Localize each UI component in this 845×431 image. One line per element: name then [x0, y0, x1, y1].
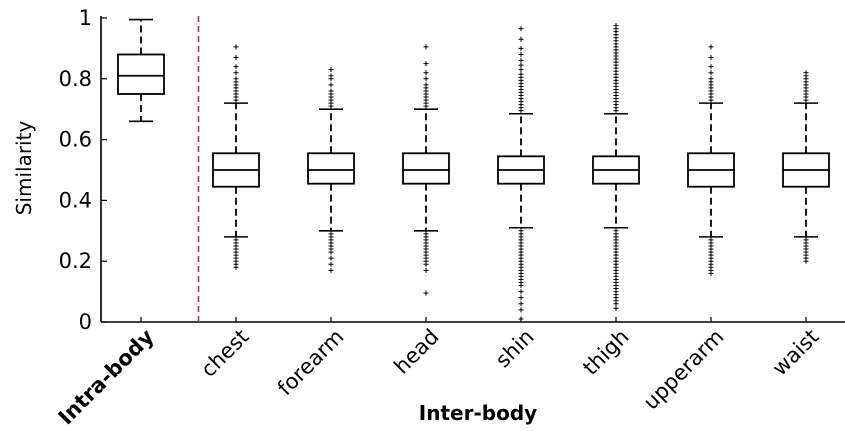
box-series [117, 18, 830, 322]
outlier-point [518, 67, 524, 73]
outlier-point [233, 70, 239, 76]
outlier-point [803, 70, 809, 76]
outlier-point [708, 55, 714, 61]
iqr-box [307, 152, 355, 185]
outlier-point [518, 295, 524, 301]
outlier-point [233, 264, 239, 270]
x-tick-label: shin [491, 325, 539, 373]
outlier-point [518, 307, 524, 313]
outlier-point [328, 88, 334, 94]
y-tick-label: 0.4 [59, 188, 92, 212]
outlier-point [423, 82, 429, 88]
box-waist [782, 70, 830, 264]
outlier-point [328, 255, 334, 261]
y-tick-label: 0.6 [59, 128, 92, 152]
axes [100, 16, 845, 323]
outlier-point [708, 270, 714, 276]
outlier-point [423, 76, 429, 82]
box-thigh [592, 23, 640, 311]
box-upperarm [687, 44, 735, 276]
y-tick-label: 0.2 [59, 249, 92, 273]
outlier-point [518, 26, 524, 32]
outlier-point [328, 261, 334, 267]
x-tick-label: upperarm [639, 325, 729, 415]
outlier-point [708, 64, 714, 70]
outlier-point [423, 44, 429, 50]
y-tick-label: 1 [79, 6, 92, 30]
outlier-point [518, 58, 524, 64]
outlier-point [518, 51, 524, 57]
outlier-point [708, 76, 714, 82]
outlier-point [708, 44, 714, 50]
outlier-point [518, 283, 524, 289]
outlier-point [423, 61, 429, 67]
outlier-point [518, 45, 524, 51]
box-head [402, 44, 450, 296]
outlier-point [518, 301, 524, 307]
x-tick-label: chest [196, 325, 253, 382]
outlier-point [518, 71, 524, 77]
x-tick-label: Intra-body [54, 324, 159, 429]
x-tick-label: thigh [578, 325, 633, 380]
outlier-point [518, 289, 524, 295]
outlier-point [233, 64, 239, 70]
outlier-point [708, 70, 714, 76]
outlier-point [803, 258, 809, 264]
iqr-box [402, 152, 450, 185]
y-tick-label: 0.8 [59, 67, 92, 91]
outlier-point [518, 36, 524, 42]
x-tick-label: head [389, 325, 443, 379]
outlier-point [613, 301, 619, 307]
y-axis-title: Similarity [12, 121, 36, 216]
outlier-point [423, 290, 429, 296]
outlier-point [328, 249, 334, 255]
outlier-point [613, 305, 619, 311]
box-forearm [307, 67, 355, 273]
outlier-point [328, 73, 334, 79]
outlier-point [233, 55, 239, 61]
outlier-point [328, 267, 334, 273]
outlier-point [328, 82, 334, 88]
outlier-point [423, 261, 429, 267]
x-tick-label: waist [768, 325, 824, 381]
outlier-point [518, 316, 524, 322]
iqr-box [117, 53, 165, 95]
outlier-point [233, 44, 239, 50]
box-intra-body [117, 18, 165, 123]
outlier-point [423, 267, 429, 273]
outlier-point [613, 23, 619, 29]
box-chest [212, 44, 260, 270]
x-tick-label: forearm [273, 325, 349, 401]
outlier-point [233, 76, 239, 82]
outlier-point [328, 67, 334, 73]
tick-labels: 0 0.2 0.4 0.6 0.8 1 Intra-body chest forearm head… [54, 6, 824, 429]
x-axis-title: Inter-body [419, 401, 537, 425]
y-tick-label: 0 [79, 310, 92, 334]
outlier-point [518, 62, 524, 68]
box-shin [497, 26, 545, 322]
outlier-point [423, 70, 429, 76]
